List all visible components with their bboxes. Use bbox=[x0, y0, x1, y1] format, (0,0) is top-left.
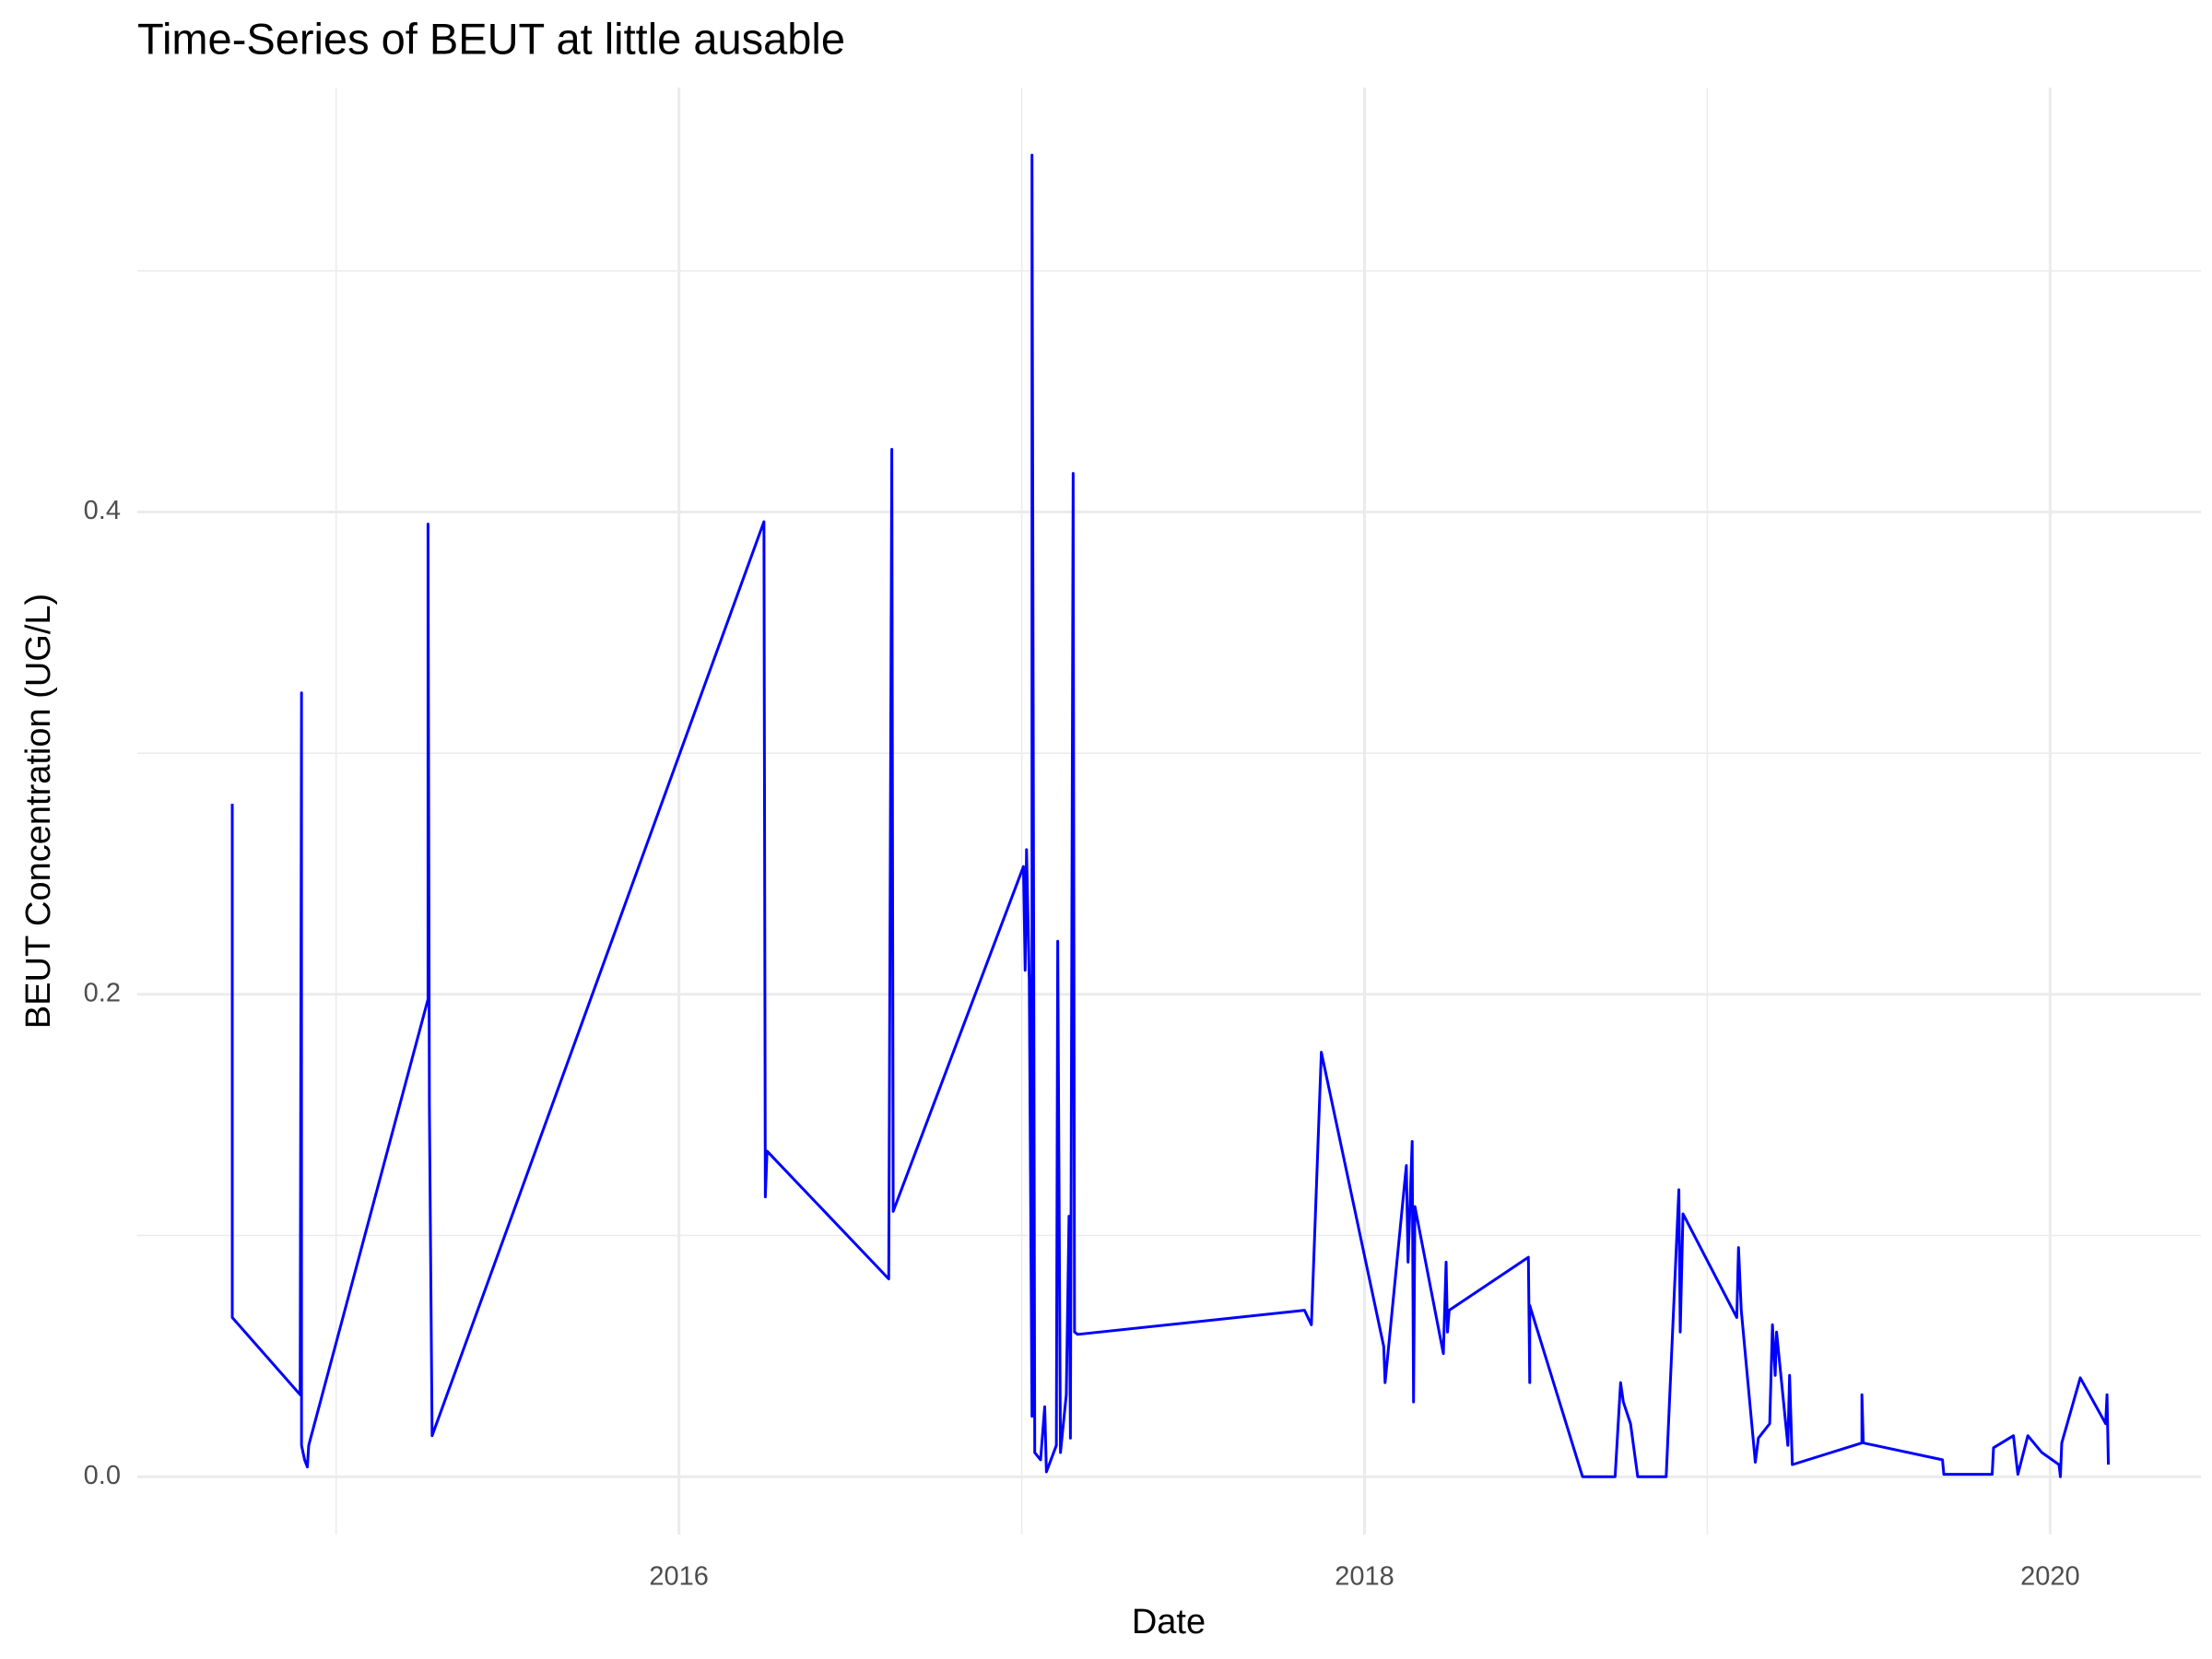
x-tick-label: 2016 bbox=[649, 1562, 709, 1592]
x-tick-label: 2020 bbox=[2020, 1562, 2080, 1592]
y-tick-label: 0.4 bbox=[84, 496, 121, 525]
data-line bbox=[230, 153, 2111, 1478]
y-tick-label: 0.0 bbox=[84, 1461, 121, 1490]
y-axis-label: BEUT Concentration (UG/L) bbox=[19, 594, 58, 1029]
y-tick-label: 0.2 bbox=[84, 979, 121, 1008]
chart-title: Time-Series of BEUT at little ausable bbox=[137, 14, 845, 63]
x-axis-label: Date bbox=[1132, 1603, 1206, 1641]
x-tick-label: 2018 bbox=[1335, 1562, 1394, 1592]
